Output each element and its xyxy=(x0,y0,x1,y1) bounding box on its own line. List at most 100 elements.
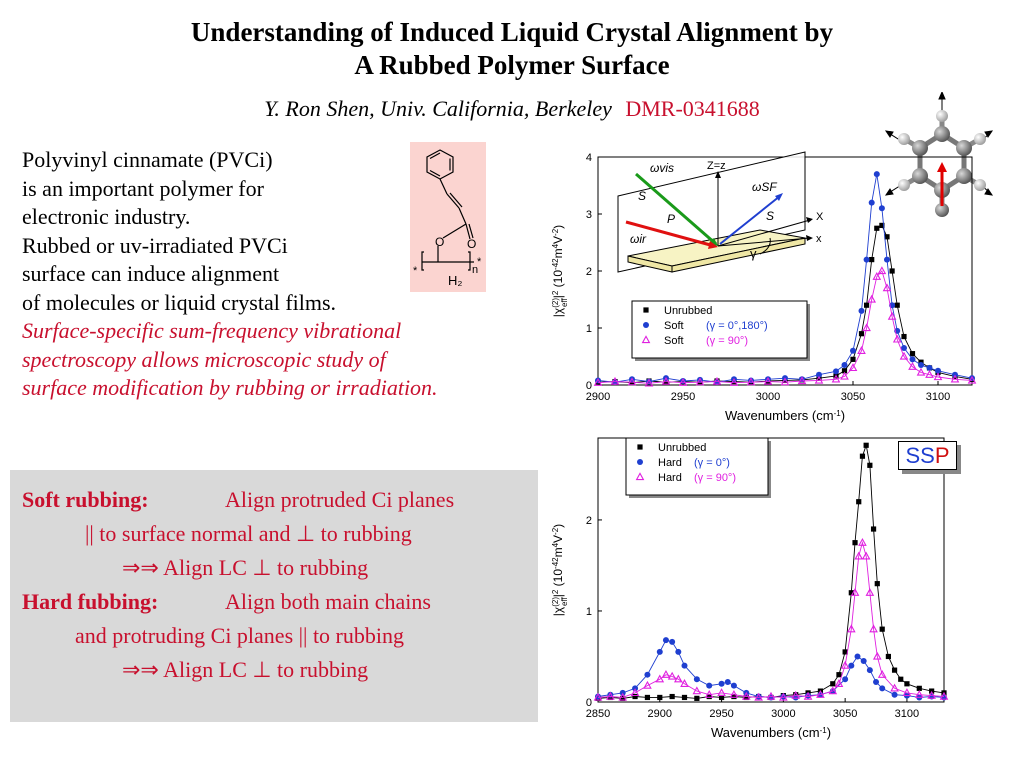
data-point xyxy=(661,669,671,678)
legend-box xyxy=(631,300,808,359)
data-point xyxy=(669,638,676,645)
intro-line: of molecules or liquid crystal films. xyxy=(22,289,337,315)
data-point xyxy=(662,637,669,644)
slide-subtitle: Y. Ron Shen, Univ. California, Berkeley … xyxy=(0,96,1024,122)
data-point xyxy=(797,376,807,385)
hard-rubbing-text: Align both main chains xyxy=(225,589,431,614)
atom-o: O xyxy=(467,237,476,251)
data-point xyxy=(867,462,873,468)
legend-marker xyxy=(637,444,643,450)
legend-value: (γ = 0°,180°) xyxy=(706,320,768,332)
data-point xyxy=(692,686,702,695)
data-point xyxy=(669,693,675,700)
series-fit-line xyxy=(597,541,945,698)
data-point xyxy=(887,311,897,320)
data-point xyxy=(858,307,865,314)
x-lab-axis-label: X xyxy=(816,211,824,223)
legend-value: (γ = 0°) xyxy=(694,457,730,469)
data-point xyxy=(927,690,936,699)
data-point xyxy=(858,331,865,337)
data-point xyxy=(693,676,700,683)
soft-rubbing-text: Align protruded Ci planes xyxy=(225,487,455,512)
data-point xyxy=(879,222,885,228)
data-point xyxy=(618,692,628,701)
data-point xyxy=(731,693,737,700)
legend-label: Hard xyxy=(658,472,682,484)
data-point xyxy=(898,676,904,682)
data-point xyxy=(661,376,671,385)
data-point xyxy=(779,692,788,701)
data-point xyxy=(593,692,603,701)
data-point xyxy=(706,693,712,700)
data-point xyxy=(627,377,637,386)
data-point xyxy=(729,689,739,698)
data-point xyxy=(814,375,824,384)
plot-frame xyxy=(597,437,945,703)
x-tick-label: 3000 xyxy=(771,708,795,720)
data-point xyxy=(630,688,640,697)
data-point xyxy=(718,680,725,687)
data-point xyxy=(610,376,620,385)
data-point xyxy=(766,691,776,700)
data-point xyxy=(854,551,864,560)
data-point xyxy=(874,581,880,587)
data-point xyxy=(805,692,812,699)
data-point xyxy=(848,662,855,669)
data-point xyxy=(939,691,949,700)
geometry-inset: ωvis Z=z ωSF S S P ωir X x γ xyxy=(617,151,824,273)
data-point xyxy=(657,694,663,701)
legend-marker xyxy=(641,335,651,344)
x-axis-label: Wavenumbers (cm-1) xyxy=(711,725,831,740)
data-point xyxy=(857,346,866,354)
data-point xyxy=(873,171,880,178)
data-point xyxy=(681,662,688,669)
data-point xyxy=(967,375,977,384)
data-point xyxy=(861,551,871,560)
author-affiliation: Y. Ron Shen, Univ. California, Berkeley xyxy=(264,96,612,121)
data-point xyxy=(836,672,842,678)
intro-text: Polyvinyl cinnamate (PVCi) is an importa… xyxy=(22,146,562,403)
data-point xyxy=(803,691,813,700)
title-line-1: Understanding of Induced Liquid Crystal … xyxy=(190,17,834,47)
legend-label: Unrubbed xyxy=(664,305,712,317)
data-point xyxy=(918,362,924,369)
data-point xyxy=(884,256,890,263)
atom-o: O xyxy=(435,235,444,249)
data-point xyxy=(763,376,773,385)
data-point xyxy=(606,691,615,700)
s-polarization-label: S xyxy=(638,189,646,203)
y-tick-label: 2 xyxy=(586,515,592,527)
data-point xyxy=(841,368,848,374)
data-point xyxy=(712,376,722,385)
data-point xyxy=(904,681,910,687)
legend-label: Soft xyxy=(664,320,684,332)
data-point xyxy=(908,362,917,370)
data-point xyxy=(780,693,787,700)
data-point xyxy=(681,694,688,701)
y-axis-label: |χ(2)eff|2 (10-42m4V-2) xyxy=(551,524,569,616)
data-point xyxy=(872,651,882,660)
data-point xyxy=(678,377,688,386)
intro-line: electronic industry. xyxy=(22,204,191,229)
data-point xyxy=(882,283,892,292)
pvci-structure: O O * * n H₂ xyxy=(410,142,486,292)
data-point xyxy=(695,377,705,386)
data-point xyxy=(867,294,877,303)
data-point xyxy=(874,225,880,231)
x-tick-label: 3050 xyxy=(833,708,857,720)
data-point xyxy=(694,695,700,701)
data-point xyxy=(704,689,714,698)
data-point xyxy=(869,624,878,633)
data-point xyxy=(909,351,916,357)
soft-rubbing-line-2: || to surface normal and ⊥ to rubbing xyxy=(85,521,412,546)
data-point xyxy=(842,649,848,655)
p-polarization-label: P xyxy=(667,212,675,226)
data-point xyxy=(879,626,885,632)
y-tick-label: 1 xyxy=(586,323,592,335)
data-point xyxy=(899,351,909,360)
legend-value: (γ = 90°) xyxy=(706,335,748,347)
data-point xyxy=(926,364,933,371)
badge-p: P xyxy=(934,443,950,468)
data-point xyxy=(629,380,635,386)
data-point xyxy=(644,671,651,678)
